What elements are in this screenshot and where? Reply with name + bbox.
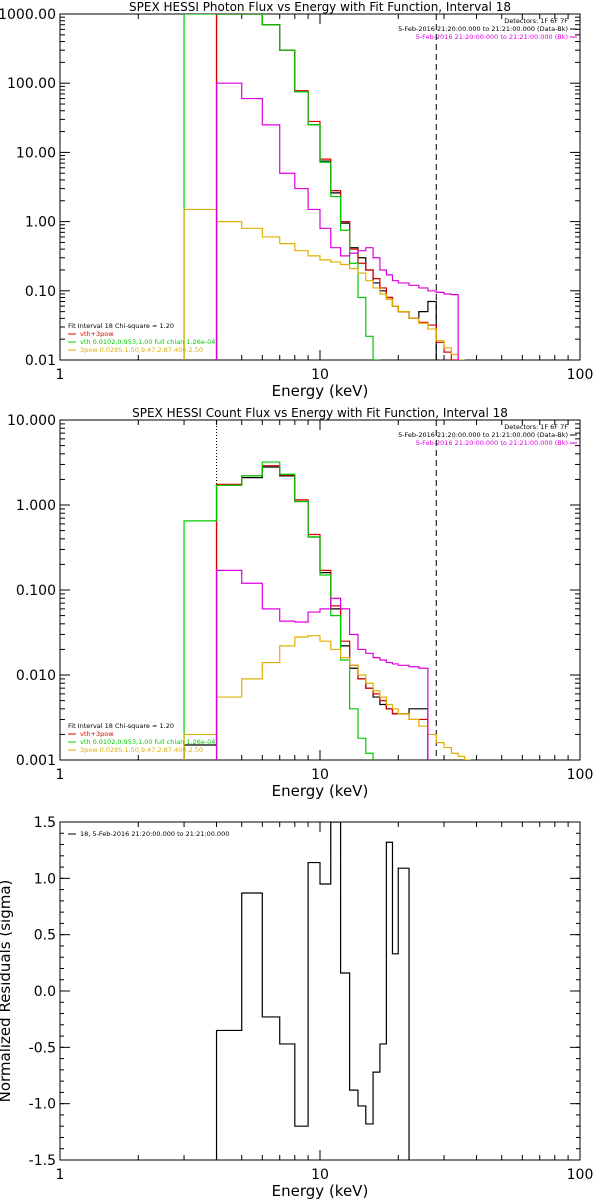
panel2-y-tick-label: 0.001 <box>16 753 56 769</box>
panel3-x-tick-label: 1 <box>56 1167 65 1183</box>
panel1-series-vth <box>183 14 380 360</box>
panel1-y-tick-label: 1000.00 <box>0 7 56 23</box>
panel2-y-tick-label: 10.000 <box>7 413 56 429</box>
panel1-x-axis-label: Energy (keV) <box>272 382 369 400</box>
panel1-x-tick-label: 10 <box>311 367 329 383</box>
panel1-title: SPEX HESSI Photon Flux vs Energy with Fi… <box>129 0 511 14</box>
panel2-legend-line: 3pow 0.0285,1.50,9.47,2.87,400,2.50 <box>80 746 203 754</box>
panel1-legend-line: 3pow 0.0285,1.50,9.47,2.87,400,2.50 <box>80 346 203 354</box>
panel1-x-tick-label: 100 <box>567 367 594 383</box>
panel1-y-tick-label: 0.10 <box>25 284 56 300</box>
panel3-series-18 <box>215 822 410 1160</box>
panel2-series-vth <box>183 461 374 760</box>
panel1-legend-line: Fit Interval 18 Chi-square = 1.20 <box>68 322 174 330</box>
panel1-legend-line: vth+3pow <box>80 330 114 338</box>
panel2-y-tick-label: 0.100 <box>16 583 56 599</box>
panel1-y-tick-label: 10.00 <box>16 145 56 161</box>
panel1-series-3pow <box>183 208 465 360</box>
panel2-x-tick-label: 10 <box>311 767 329 783</box>
panel2-x-tick-label: 1 <box>56 767 65 783</box>
panel1-legend-line: vth 0.0102,0.953,1.00 full chian 1.26e-0… <box>80 338 215 346</box>
panel3-y-tick-label: -1.0 <box>29 1097 56 1113</box>
panel2-header-line: 5-Feb-2016 21:20:00.000 to 21:21:00.000 … <box>398 431 568 439</box>
panel2-series-vth-3pow <box>215 465 429 760</box>
panel2-y-tick-label: 0.010 <box>16 668 56 684</box>
panel2-x-axis-label: Energy (keV) <box>272 782 369 800</box>
panel3-y-tick-label: 0.0 <box>34 984 56 1000</box>
panel2-series-data-bk <box>183 466 429 760</box>
panel3-y-tick-label: -0.5 <box>29 1040 56 1056</box>
panel3-y-tick-label: 1.0 <box>34 871 56 887</box>
panel3-y-tick-label: -1.5 <box>29 1153 56 1169</box>
panel1-header-line: 5-Feb-2016 21:20:00.000 to 21:21:00.000 … <box>398 25 568 33</box>
panel2-title: SPEX HESSI Count Flux vs Energy with Fit… <box>132 406 508 420</box>
panel1-series-bk <box>215 82 459 360</box>
panel1-y-tick-label: 0.01 <box>25 353 56 369</box>
panel1-plot-frame <box>59 13 581 361</box>
panel1-series-vth-3pow <box>215 14 459 360</box>
panel1-x-tick-label: 1 <box>56 367 65 383</box>
panel3-x-tick-label: 100 <box>567 1167 594 1183</box>
panel2-legend-line: Fit Interval 18 Chi-square = 1.20 <box>68 722 174 730</box>
panel3-legend-line: 18, 5-Feb-2016 21:20:00.000 to 21:21:00.… <box>80 830 229 838</box>
panel1-header-line: Detectors: 1F 6F 7F <box>504 17 568 25</box>
panel3-x-tick-label: 10 <box>311 1167 329 1183</box>
panel1-series-data-bk <box>215 14 437 360</box>
panel3-y-tick-label: 1.5 <box>34 815 56 831</box>
panel1-header-line: 5-Feb-2016 21:20:00.000 to 21:21:00.000 … <box>416 33 568 41</box>
panel3-y-axis-label: Normalized Residuals (sigma) <box>0 880 14 1103</box>
panel2-header-line: Detectors: 1F 6F 7F <box>504 423 568 431</box>
panel2-plot-frame <box>59 419 581 761</box>
panel2-header-line: 5-Feb-2016 21:20:00.000 to 21:21:00.000 … <box>416 439 568 447</box>
panel2-legend-line: vth 0.0102,0.953,1.00 full chian 1.26e-0… <box>80 738 215 746</box>
panel3-y-tick-label: 0.5 <box>34 928 56 944</box>
panel3-x-axis-label: Energy (keV) <box>272 1182 369 1200</box>
panel2-legend-line: vth+3pow <box>80 730 114 738</box>
panel2-series-3pow <box>183 635 471 760</box>
panel2-series-bk <box>215 569 429 760</box>
panel2-y-tick-label: 1.000 <box>16 498 56 514</box>
panel2-x-tick-label: 100 <box>567 767 594 783</box>
panel1-y-tick-label: 1.00 <box>25 215 56 231</box>
panel1-y-tick-label: 100.00 <box>7 76 56 92</box>
